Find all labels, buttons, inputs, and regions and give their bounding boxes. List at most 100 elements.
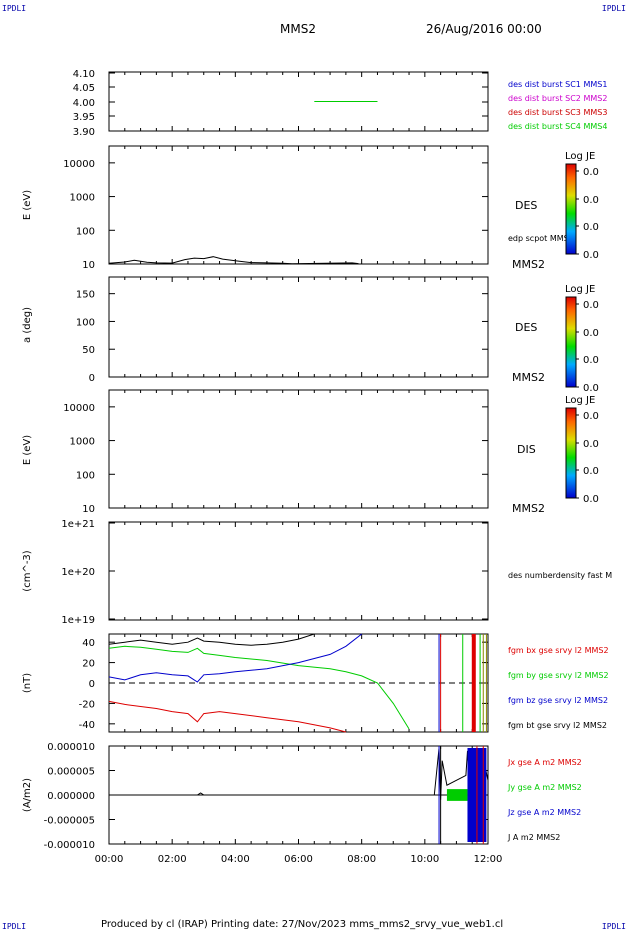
x-tick-label: 08:00 <box>347 854 376 865</box>
corner-label-bottom-right: IPDLI <box>601 922 626 931</box>
bfield-legend-item: fgm by gse srvy l2 MMS2 <box>508 671 609 680</box>
flags-ytick-label: 3.90 <box>73 127 95 138</box>
flags-legend-item: des dist burst SC2 MMS2 <box>508 94 607 103</box>
current-series-line <box>109 748 489 800</box>
des-pitch-probe: MMS2 <box>512 371 545 384</box>
des-pitch-colorbar-title: Log JE <box>565 284 595 295</box>
x-tick-label: 12:00 <box>474 854 503 865</box>
des-energy-ytick-label: 1000 <box>70 193 95 204</box>
bfield-ytick-label: -40 <box>79 720 95 731</box>
des-energy-ytick-label: 100 <box>76 226 95 237</box>
bfield-ytick-label: 40 <box>82 638 95 649</box>
x-tick-label: 06:00 <box>284 854 313 865</box>
dis-energy-colorbar-tick-label: 0.0 <box>583 411 599 422</box>
footer-text: Produced by cl (IRAP) Printing date: 27/… <box>101 919 504 930</box>
dis-energy-colorbar-bar <box>565 407 577 499</box>
flags-ytick-label: 4.10 <box>73 69 95 80</box>
des-energy-ytick-label: 10000 <box>63 159 95 170</box>
des-energy-probe: MMS2 <box>512 258 545 271</box>
current-ytick-label: 0.000010 <box>47 742 95 753</box>
flags-panel-frame <box>108 71 489 132</box>
corner-label-top-left: IPDLI <box>2 4 27 13</box>
bfield-ytick-label: 0 <box>89 679 95 690</box>
dis-energy-colorbar-title: Log JE <box>565 395 595 406</box>
dis-energy-colorbar-tick-label: 0.0 <box>583 466 599 477</box>
des-pitch-colorbar-tick-label: 0.0 <box>583 383 599 394</box>
des-energy-overlay-line <box>108 256 359 265</box>
des-pitch-colorbar-tick-label: 0.0 <box>583 328 599 339</box>
flags-legend-item: des dist burst SC4 MMS4 <box>508 122 607 131</box>
des-pitch-colorbar-tick-label: 0.0 <box>583 300 599 311</box>
bfield-legend-item: fgm bz gse srvy l2 MMS2 <box>508 696 608 705</box>
current-legend-item: Jy gse A m2 MMS2 <box>507 783 582 792</box>
dis-energy-colorbar-tick-label: 0.0 <box>583 494 599 505</box>
date-title: 26/Aug/2016 00:00 <box>426 22 542 36</box>
des-energy-ylabel: E (eV) <box>22 190 33 220</box>
current-legend-item: Jx gse A m2 MMS2 <box>507 758 582 767</box>
bfield-ytick-label: -20 <box>79 699 95 710</box>
des-pitch-ylabel: a (deg) <box>22 307 33 343</box>
bfield-ytick-label: 20 <box>82 659 95 670</box>
des-energy-overlay-label: edp scpot MMS2 <box>508 234 574 243</box>
flags-legend-item: des dist burst SC3 MMS3 <box>508 108 607 117</box>
bfield-legend-item: fgm bx gse srvy l2 MMS2 <box>508 646 609 655</box>
des-energy-colorbar-title: Log JE <box>565 151 595 162</box>
bfield-series-line <box>108 645 410 730</box>
des-energy-colorbar-tick-label: 0.0 <box>583 195 599 206</box>
flags-ytick-label: 3.95 <box>73 112 95 123</box>
current-legend-item: Jz gse A m2 MMS2 <box>507 808 581 817</box>
bfield-series-line <box>108 633 315 646</box>
x-tick-label: 10:00 <box>410 854 439 865</box>
bfield-legend-item: fgm bt gse srvy l2 MMS2 <box>508 721 607 730</box>
bfield-series-line <box>108 633 363 683</box>
dis-energy-colorbar-tick-label: 0.0 <box>583 439 599 450</box>
dis-energy-ytick-label: 10000 <box>63 403 95 414</box>
current-ytick-label: 0.000005 <box>47 767 95 778</box>
density-ytick-label: 1e+19 <box>61 615 95 626</box>
dis-energy-instrument: DIS <box>517 443 536 456</box>
des-pitch-ytick-label: 0 <box>89 373 95 384</box>
des-energy-colorbar-tick-label: 0.0 <box>583 250 599 261</box>
corner-label-bottom-left: IPDLI <box>2 922 27 931</box>
dis-energy-ylabel: E (eV) <box>22 435 33 465</box>
des-pitch-instrument: DES <box>515 321 537 334</box>
des-pitch-ytick-label: 100 <box>76 317 95 328</box>
des-pitch-ytick-label: 50 <box>82 345 95 356</box>
dis-energy-probe: MMS2 <box>512 502 545 515</box>
des-energy-ytick-label: 10 <box>82 260 95 271</box>
des-energy-panel-frame <box>108 145 489 265</box>
des-pitch-panel-frame <box>108 276 489 378</box>
des-pitch-colorbar-tick-label: 0.0 <box>583 355 599 366</box>
des-energy-instrument: DES <box>515 199 537 212</box>
density-panel-frame <box>108 521 489 621</box>
des-pitch-ytick-label: 150 <box>76 290 95 301</box>
current-green-band <box>446 789 468 801</box>
flags-legend-item: des dist burst SC1 MMS1 <box>508 80 607 89</box>
current-legend-item: J A m2 MMS2 <box>507 833 560 842</box>
flags-ytick-label: 4.05 <box>73 83 95 94</box>
density-ylabel: (cm^-3) <box>22 550 33 591</box>
dis-energy-ytick-label: 10 <box>82 504 95 515</box>
dis-energy-ytick-label: 1000 <box>70 437 95 448</box>
x-tick-label: 00:00 <box>95 854 124 865</box>
current-ytick-label: -0.000010 <box>44 840 95 851</box>
bfield-ylabel: (nT) <box>22 673 33 693</box>
current-ytick-label: -0.000005 <box>44 816 95 827</box>
flags-ytick-label: 4.00 <box>73 98 95 109</box>
dis-energy-panel-frame <box>108 389 489 509</box>
current-ytick-label: 0.000000 <box>47 791 95 802</box>
des-energy-colorbar-tick-label: 0.0 <box>583 167 599 178</box>
des-energy-colorbar-bar <box>565 163 577 255</box>
density-legend-item: des numberdensity fast M <box>508 571 612 580</box>
corner-label-top-right: IPDLI <box>601 4 626 13</box>
x-tick-label: 02:00 <box>158 854 187 865</box>
density-ytick-label: 1e+20 <box>61 567 95 578</box>
current-ylabel: (A/m2) <box>22 778 33 812</box>
des-energy-colorbar-tick-label: 0.0 <box>583 222 599 233</box>
dis-energy-ytick-label: 100 <box>76 470 95 481</box>
spacecraft-title: MMS2 <box>280 22 316 36</box>
bfield-series-line <box>108 700 347 733</box>
density-ytick-label: 1e+21 <box>61 519 95 530</box>
x-tick-label: 04:00 <box>221 854 250 865</box>
